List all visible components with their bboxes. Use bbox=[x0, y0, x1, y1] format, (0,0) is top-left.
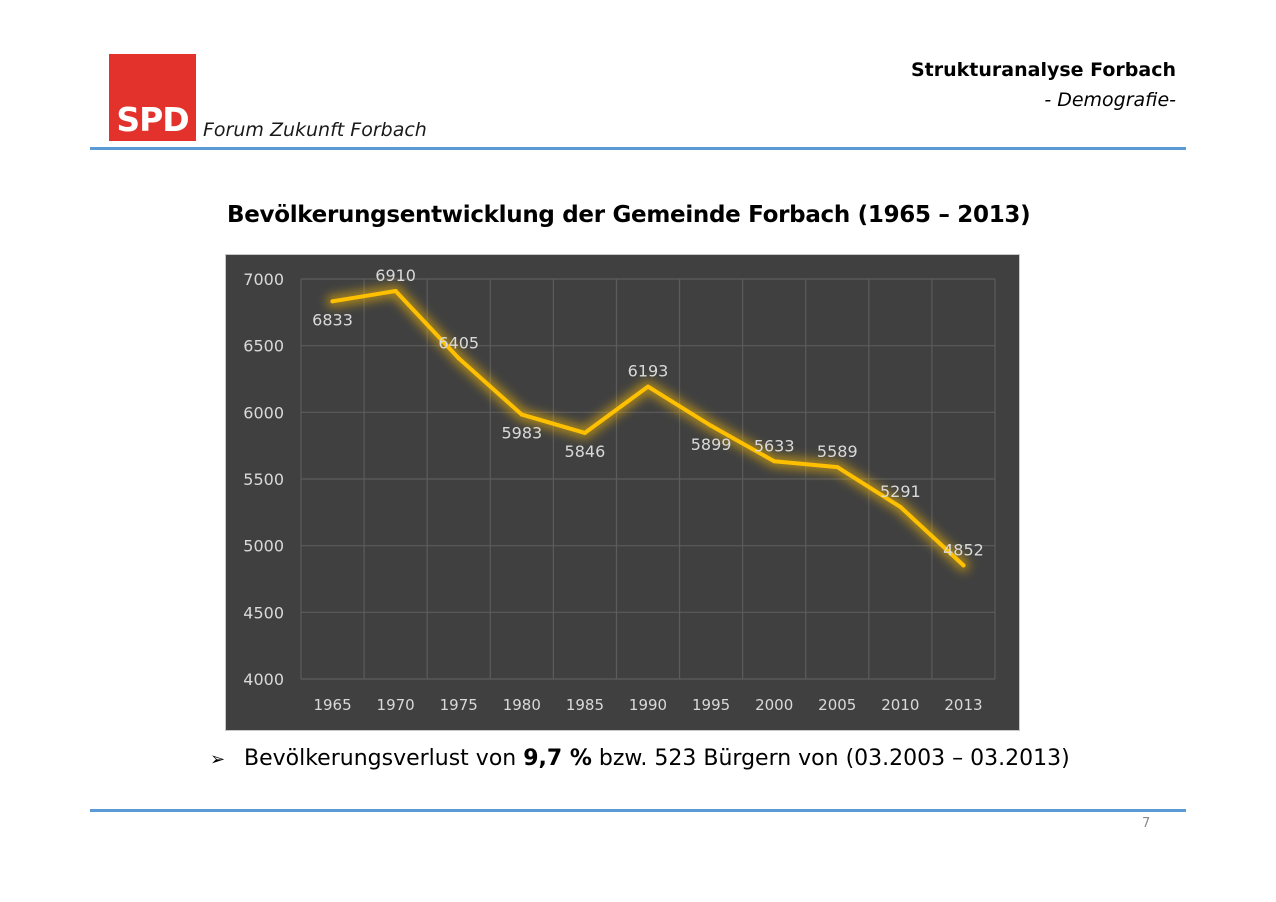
data-point bbox=[519, 412, 524, 417]
bullet-text-after: bzw. 523 Bürgern von (03.2003 – 03.2013) bbox=[591, 746, 1070, 771]
bullet-text-before: Bevölkerungsverlust von bbox=[244, 746, 524, 771]
data-label: 4852 bbox=[943, 540, 984, 559]
logo-text: SPD bbox=[116, 100, 189, 139]
x-tick-label: 1980 bbox=[503, 696, 541, 714]
x-tick-label: 2010 bbox=[881, 696, 919, 714]
summary-bullet: ➢ Bevölkerungsverlust von 9,7 % bzw. 523… bbox=[210, 746, 1070, 771]
chart-frame: 4000 4500 5000 5500 6000 6500 7000 1965 1970 197… bbox=[225, 254, 1020, 731]
data-point bbox=[646, 384, 650, 389]
bullet-text: Bevölkerungsverlust von 9,7 % bzw. 523 B… bbox=[244, 746, 1070, 771]
arrow-bullet-icon: ➢ bbox=[210, 749, 226, 770]
data-point bbox=[772, 459, 777, 464]
x-tick-label: 2005 bbox=[818, 696, 856, 714]
x-tick-label: 1975 bbox=[440, 696, 478, 714]
data-point bbox=[456, 356, 461, 361]
data-point bbox=[961, 563, 966, 568]
data-label: 5291 bbox=[880, 482, 921, 501]
document-subtitle: - Demografie- bbox=[1044, 89, 1176, 111]
data-label: 6405 bbox=[438, 333, 479, 352]
x-tick-label: 1990 bbox=[629, 696, 667, 714]
x-tick-label: 2000 bbox=[755, 696, 793, 714]
x-tick-label: 2013 bbox=[944, 696, 982, 714]
y-tick-label: 6000 bbox=[243, 403, 284, 422]
y-tick-label: 5500 bbox=[243, 470, 284, 489]
data-point bbox=[330, 299, 335, 304]
y-tick-label: 6500 bbox=[243, 337, 284, 356]
document-title: Strukturanalyse Forbach bbox=[911, 59, 1176, 81]
spd-logo: SPD bbox=[109, 54, 196, 141]
data-labels: 6833 6910 6405 5983 5846 6193 5899 5633 5589 5291… bbox=[312, 266, 984, 559]
y-tick-label: 4500 bbox=[243, 603, 284, 622]
data-points bbox=[330, 289, 966, 568]
data-point bbox=[835, 465, 840, 470]
y-tick-label: 7000 bbox=[243, 270, 284, 289]
data-label: 6910 bbox=[375, 266, 416, 285]
data-label: 5899 bbox=[691, 435, 732, 454]
data-label: 6833 bbox=[312, 310, 353, 329]
data-label: 5846 bbox=[565, 442, 606, 461]
data-label: 5589 bbox=[817, 442, 858, 461]
data-point bbox=[709, 423, 714, 428]
data-label: 6193 bbox=[628, 362, 669, 381]
data-point bbox=[898, 504, 903, 509]
x-tick-label: 1985 bbox=[566, 696, 604, 714]
x-tick-label: 1995 bbox=[692, 696, 730, 714]
y-tick-label: 4000 bbox=[243, 670, 284, 689]
chart-grid bbox=[300, 278, 996, 680]
data-label: 5983 bbox=[501, 424, 542, 443]
data-label: 5633 bbox=[754, 436, 795, 455]
population-line-chart: 4000 4500 5000 5500 6000 6500 7000 1965 1970 197… bbox=[226, 255, 1019, 730]
footer-divider bbox=[90, 809, 1186, 812]
x-tick-label: 1965 bbox=[313, 696, 351, 714]
header-divider bbox=[90, 147, 1186, 150]
data-point bbox=[582, 430, 587, 435]
bullet-text-bold: 9,7 % bbox=[523, 746, 592, 771]
forum-subtitle: Forum Zukunft Forbach bbox=[203, 119, 427, 141]
y-tick-label: 5000 bbox=[243, 537, 284, 556]
y-axis-labels: 4000 4500 5000 5500 6000 6500 7000 bbox=[243, 270, 284, 689]
x-axis-labels: 1965 1970 1975 1980 1985 1990 1995 2000 2005 2010… bbox=[313, 696, 982, 714]
data-point bbox=[393, 289, 398, 293]
x-tick-label: 1970 bbox=[377, 696, 415, 714]
slide-title: Bevölkerungsentwicklung der Gemeinde For… bbox=[227, 202, 1031, 228]
page-number: 7 bbox=[1142, 816, 1151, 831]
